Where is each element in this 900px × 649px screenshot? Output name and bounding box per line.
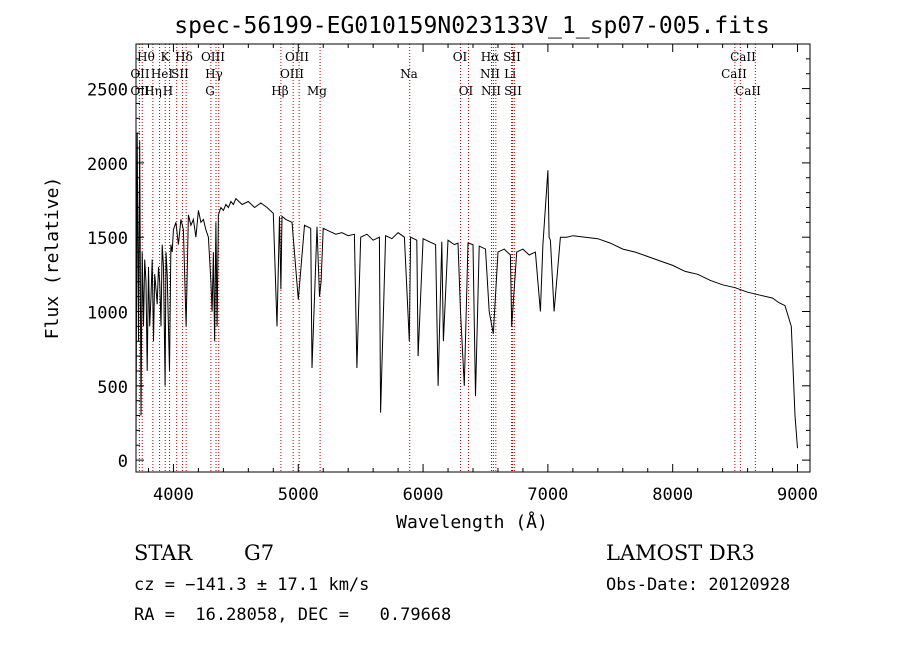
line-label: Hγ [205, 67, 223, 81]
line-label: Mg [307, 84, 327, 98]
line-label: OIII [285, 50, 309, 64]
line-label: G [205, 84, 215, 98]
line-label: SII [503, 50, 521, 64]
redshift-text: cz = −141.3 ± 17.1 km/s [134, 575, 369, 595]
line-label: NII [480, 67, 500, 81]
x-axis-ticks: 4000 5000 6000 7000 8000 9000 [147, 44, 818, 505]
survey-name: LAMOST DR3 [606, 541, 755, 565]
object-class: STAR [134, 541, 193, 565]
y-axis-label: Flux (relative) [42, 177, 63, 340]
y-tick-label: 2500 [87, 81, 128, 101]
x-tick-label: 7000 [527, 485, 568, 505]
chart-title: spec-56199-EG010159N023133V_1_sp07-005.f… [174, 13, 769, 39]
line-label: OI [453, 50, 468, 64]
line-label: Hβ [271, 84, 288, 98]
line-label: SII [171, 67, 189, 81]
line-label: OI [459, 84, 474, 98]
y-tick-label: 1500 [87, 229, 128, 249]
line-label: OIII [201, 50, 225, 64]
line-label: NII [481, 84, 501, 98]
obs-date: Obs-Date: 20120928 [606, 575, 790, 595]
line-label: CaII [721, 67, 747, 81]
line-label: Na [400, 67, 418, 81]
line-label: CaII [730, 50, 756, 64]
x-tick-label: 4000 [153, 485, 194, 505]
x-tick-label: 8000 [652, 485, 693, 505]
line-label: K [161, 50, 171, 64]
line-label: OII [130, 67, 150, 81]
line-label: Hη [144, 84, 162, 98]
line-label: Hθ [137, 50, 155, 64]
x-axis-label: Wavelength (Å) [396, 511, 548, 533]
line-label: OIII [280, 67, 304, 81]
line-label: Hα [481, 50, 500, 64]
y-tick-label: 0 [118, 452, 128, 472]
x-tick-label: 6000 [403, 485, 444, 505]
coordinates: RA = 16.28058, DEC = 0.79668 [134, 605, 451, 625]
y-axis-ticks: 0 500 1000 1500 2000 2500 [87, 58, 810, 472]
line-label: HeI [151, 67, 174, 81]
y-tick-label: 1000 [87, 304, 128, 324]
object-subclass: G7 [244, 541, 274, 565]
spectrum-series-line [135, 133, 798, 449]
line-label: Hδ [175, 50, 193, 64]
line-label: SII [504, 84, 522, 98]
x-tick-label: 9000 [777, 485, 818, 505]
x-tick-label: 5000 [278, 485, 319, 505]
line-label: H [163, 84, 173, 98]
y-tick-label: 2000 [87, 155, 128, 175]
line-label: CaII [735, 84, 761, 98]
y-tick-label: 500 [97, 378, 128, 398]
line-label: Li [504, 67, 516, 81]
line-label: OII [130, 84, 150, 98]
